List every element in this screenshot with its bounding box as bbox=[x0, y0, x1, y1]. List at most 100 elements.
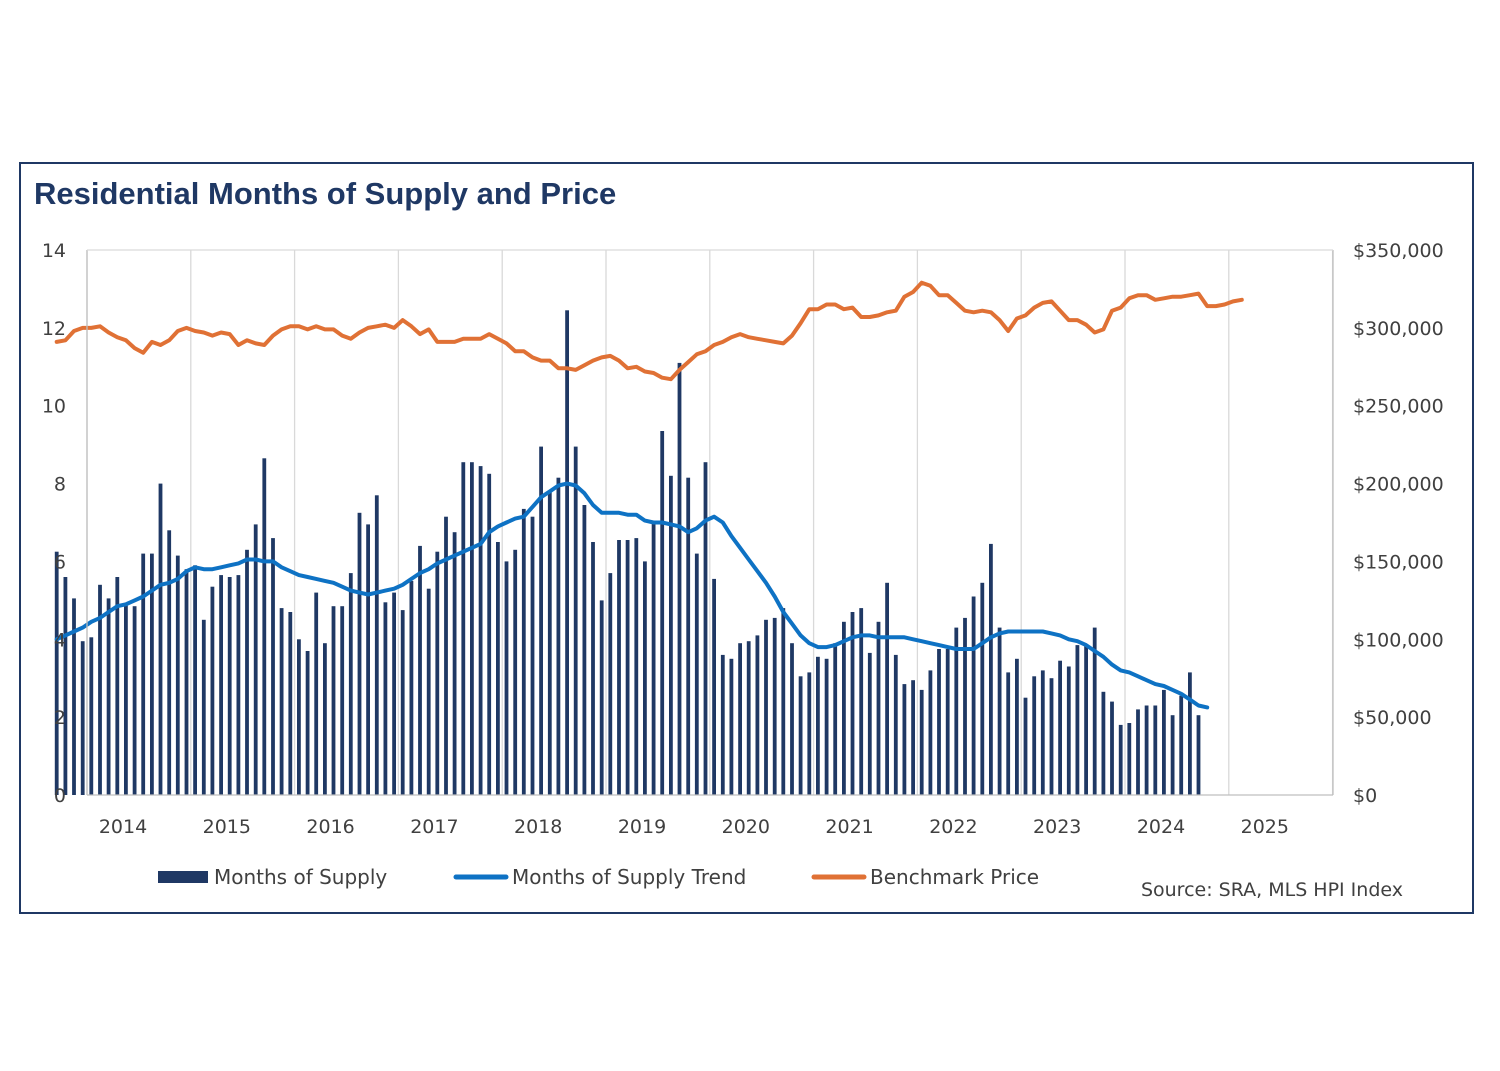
y-left-tick-label: 10 bbox=[42, 396, 66, 418]
legend-label-price: Benchmark Price bbox=[870, 865, 1039, 889]
supply-bar bbox=[833, 643, 838, 795]
legend-label-supply: Months of Supply bbox=[214, 865, 387, 889]
y-left-tick-label: 8 bbox=[54, 474, 66, 496]
supply-bars bbox=[54, 310, 1201, 796]
supply-bar bbox=[738, 643, 742, 795]
supply-bar bbox=[1092, 627, 1097, 795]
supply-bar bbox=[824, 658, 829, 796]
supply-bar bbox=[1153, 705, 1158, 795]
x-tick-label: 2023 bbox=[1033, 816, 1081, 838]
supply-bar bbox=[98, 584, 102, 795]
chart-frame bbox=[19, 162, 1474, 914]
supply-bar bbox=[193, 565, 197, 795]
y-left-tick-label: 4 bbox=[54, 629, 66, 651]
y-right-tick-label: $300,000 bbox=[1353, 318, 1444, 340]
supply-bar bbox=[911, 680, 915, 795]
supply-bar bbox=[201, 619, 206, 795]
supply-bar bbox=[1127, 723, 1132, 795]
x-tick-label: 2025 bbox=[1241, 816, 1289, 838]
y-left-tick-label: 0 bbox=[54, 785, 66, 807]
supply-bar bbox=[617, 540, 621, 795]
supply-bar bbox=[210, 586, 215, 795]
supply-bar bbox=[80, 641, 85, 795]
supply-bar bbox=[400, 610, 405, 795]
x-tick-label: 2014 bbox=[99, 816, 147, 838]
supply-bar bbox=[366, 524, 370, 795]
supply-bar bbox=[729, 658, 734, 796]
y-right-tick-label: $350,000 bbox=[1353, 240, 1444, 262]
supply-bar bbox=[842, 621, 846, 795]
y-right-tick-label: $200,000 bbox=[1353, 474, 1444, 496]
supply-bar bbox=[374, 495, 379, 796]
supply-bar bbox=[1023, 697, 1028, 795]
supply-bar bbox=[807, 672, 812, 795]
supply-bar bbox=[461, 462, 466, 795]
supply-bar bbox=[72, 598, 76, 795]
supply-bar bbox=[989, 543, 993, 795]
supply-bar bbox=[634, 538, 639, 795]
supply-bar bbox=[928, 670, 933, 795]
supply-bar bbox=[323, 643, 327, 795]
supply-bar bbox=[288, 612, 293, 795]
supply-bar bbox=[478, 466, 483, 795]
supply-bar bbox=[63, 577, 68, 795]
supply-bar bbox=[124, 604, 128, 796]
y-right-tick-label: $150,000 bbox=[1353, 551, 1444, 573]
x-tick-label: 2018 bbox=[514, 816, 562, 838]
supply-bar bbox=[764, 619, 768, 795]
supply-bar bbox=[141, 553, 146, 795]
supply-bar bbox=[885, 582, 889, 795]
x-tick-label: 2021 bbox=[825, 816, 873, 838]
supply-bar bbox=[435, 551, 440, 795]
supply-bar bbox=[919, 689, 924, 795]
supply-bar bbox=[1101, 691, 1106, 795]
source-note: Source: SRA, MLS HPI Index bbox=[1141, 879, 1403, 901]
supply-bar bbox=[314, 592, 319, 795]
supply-bar bbox=[867, 652, 872, 795]
supply-bar bbox=[565, 310, 569, 795]
x-tick-label: 2017 bbox=[410, 816, 458, 838]
x-axis-labels: 2014 2015 2016 2017 2018 2019 2020 2021 2022 2023… bbox=[99, 816, 1289, 838]
supply-bar bbox=[409, 580, 414, 795]
series-lines bbox=[54, 280, 1244, 710]
supply-bar bbox=[504, 561, 509, 795]
supply-bar bbox=[297, 639, 301, 795]
supply-bar bbox=[530, 516, 535, 795]
supply-bar bbox=[383, 602, 388, 795]
supply-bar bbox=[357, 512, 362, 795]
y-right-tick-label: $0 bbox=[1353, 785, 1377, 807]
supply-bar bbox=[677, 362, 682, 795]
supply-bar bbox=[772, 617, 777, 795]
supply-bar bbox=[859, 608, 864, 795]
supply-bar bbox=[1058, 660, 1062, 795]
supply-bar bbox=[1040, 670, 1045, 795]
supply-bar bbox=[1066, 666, 1071, 795]
supply-bar bbox=[963, 617, 967, 795]
supply-bar bbox=[997, 627, 1002, 795]
supply-bar bbox=[755, 635, 760, 795]
supply-bar bbox=[971, 596, 976, 795]
supply-bar bbox=[1136, 709, 1140, 795]
supply-bar bbox=[521, 508, 526, 795]
supply-bar bbox=[1162, 689, 1166, 795]
supply-bar bbox=[1118, 724, 1123, 795]
y-right-tick-label: $100,000 bbox=[1353, 629, 1444, 651]
supply-bar bbox=[582, 505, 587, 795]
y-right-tick-label: $50,000 bbox=[1353, 707, 1432, 729]
supply-bar bbox=[686, 477, 691, 795]
supply-bar bbox=[452, 532, 457, 795]
supply-bar bbox=[271, 538, 275, 795]
legend-label-trend: Months of Supply Trend bbox=[512, 865, 746, 889]
x-tick-label: 2015 bbox=[203, 816, 251, 838]
supply-bar bbox=[954, 627, 959, 795]
supply-bar bbox=[1110, 701, 1114, 795]
supply-bar bbox=[418, 545, 422, 795]
supply-bar bbox=[1075, 645, 1080, 795]
supply-bar bbox=[1049, 678, 1054, 795]
supply-bar bbox=[227, 577, 232, 795]
supply-bar bbox=[573, 446, 578, 795]
supply-bar bbox=[132, 606, 137, 795]
supply-bar bbox=[556, 477, 561, 795]
supply-bar bbox=[175, 555, 180, 795]
